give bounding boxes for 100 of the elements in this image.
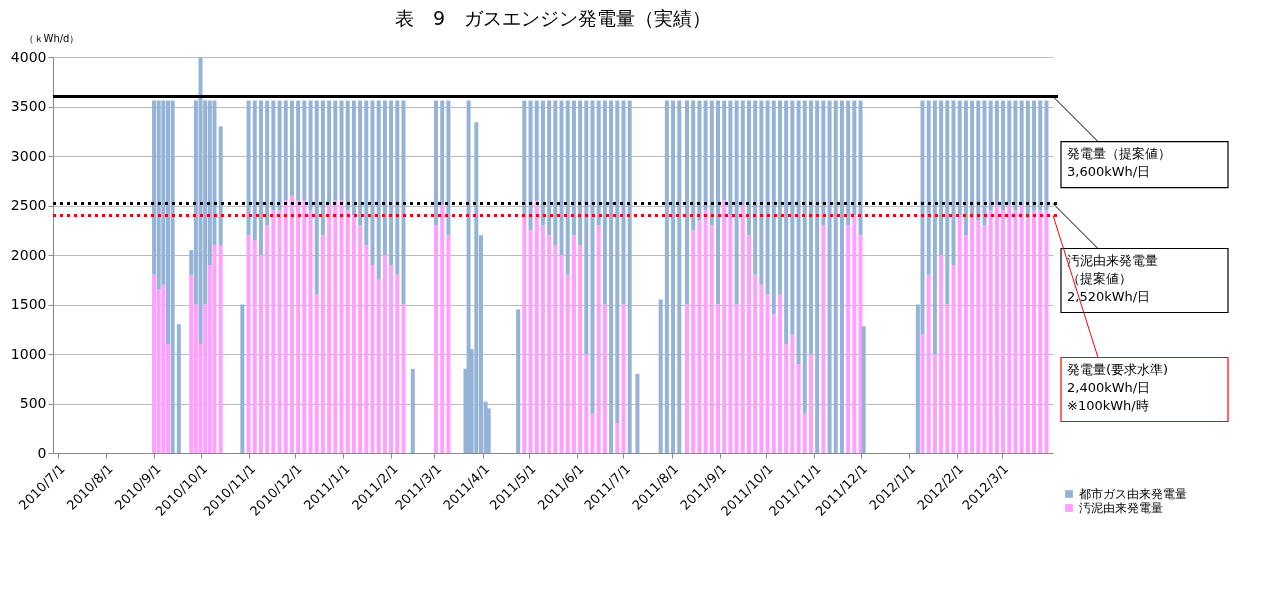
bar xyxy=(771,100,776,315)
bar xyxy=(1038,100,1043,211)
bar xyxy=(815,100,820,453)
bar xyxy=(283,100,288,201)
bar xyxy=(161,284,166,453)
bar xyxy=(784,100,789,345)
bar xyxy=(320,235,325,453)
bar xyxy=(522,100,527,216)
bar xyxy=(1007,100,1012,206)
bar xyxy=(691,230,696,453)
bar xyxy=(722,100,727,201)
bar xyxy=(759,100,764,285)
bar xyxy=(709,100,714,226)
bar xyxy=(590,100,595,414)
y-tick-label: 500 xyxy=(19,395,47,411)
bar xyxy=(389,264,394,453)
bar xyxy=(446,235,451,453)
bar xyxy=(746,100,751,236)
bar xyxy=(246,235,251,453)
bar xyxy=(796,363,801,453)
bar xyxy=(821,100,826,226)
bar xyxy=(547,235,552,453)
bar xyxy=(697,100,702,221)
bar xyxy=(621,304,626,453)
bar xyxy=(265,225,270,453)
bar xyxy=(358,225,363,453)
legend-label: 汚泥由来発電量 xyxy=(1079,501,1163,515)
chart-title: 表 9 ガスエンジン発電量（実績） xyxy=(394,7,712,29)
bar xyxy=(540,100,545,226)
bar xyxy=(658,299,663,453)
bar xyxy=(1044,100,1049,211)
bar xyxy=(189,274,194,453)
bar xyxy=(722,200,727,453)
bar xyxy=(1025,215,1030,453)
bar xyxy=(240,304,245,453)
bar xyxy=(596,100,601,226)
bar xyxy=(358,100,363,226)
bar xyxy=(389,100,394,265)
bar xyxy=(339,200,344,453)
bar xyxy=(289,195,294,453)
bar xyxy=(565,274,570,453)
bar xyxy=(246,100,251,236)
bar xyxy=(370,264,375,453)
bar xyxy=(994,205,999,453)
bar xyxy=(833,100,838,453)
bar xyxy=(970,215,975,453)
bar xyxy=(258,100,263,255)
bar xyxy=(957,100,962,216)
bar xyxy=(565,100,570,275)
bar xyxy=(765,100,770,295)
bar xyxy=(1001,100,1006,211)
bar xyxy=(289,100,294,196)
bar xyxy=(440,100,445,206)
bar xyxy=(677,100,682,453)
bar xyxy=(1025,100,1030,216)
bar xyxy=(970,100,975,216)
legend-label: 都市ガス由来発電量 xyxy=(1079,487,1187,501)
bar xyxy=(852,100,857,216)
bar xyxy=(709,225,714,453)
bar xyxy=(932,354,937,453)
bar xyxy=(976,100,981,221)
bar xyxy=(716,304,720,453)
bar xyxy=(327,100,332,206)
bar xyxy=(571,235,576,453)
bar xyxy=(615,423,620,453)
bar xyxy=(827,100,832,453)
bar xyxy=(808,100,813,354)
bar xyxy=(627,100,632,453)
bar xyxy=(777,294,782,453)
bar xyxy=(333,200,338,453)
y-tick-label: 1500 xyxy=(10,296,47,312)
y-tick-label: 3000 xyxy=(10,147,47,164)
bar xyxy=(861,326,866,453)
bar xyxy=(434,225,439,453)
bar xyxy=(932,100,937,354)
bar xyxy=(982,225,987,453)
bar xyxy=(258,255,263,453)
bar xyxy=(1007,205,1012,453)
bar xyxy=(963,235,968,453)
bar xyxy=(218,245,223,453)
bar xyxy=(939,255,944,453)
bar xyxy=(716,100,720,305)
bar xyxy=(277,210,282,453)
bar xyxy=(382,255,387,453)
bar xyxy=(327,205,332,453)
bar xyxy=(446,100,451,236)
ref-line-label: 発電量(要求水準)2,400kWh/日※100kWh/時 xyxy=(1067,361,1169,413)
bar xyxy=(302,200,307,453)
bar xyxy=(988,100,993,211)
bar xyxy=(320,100,325,236)
bar xyxy=(584,354,589,453)
bar xyxy=(734,304,739,453)
bar xyxy=(945,100,950,305)
bar xyxy=(559,100,564,255)
bar xyxy=(982,100,987,226)
bar xyxy=(994,100,999,206)
bar xyxy=(771,314,776,453)
bar xyxy=(339,100,344,201)
bar xyxy=(951,100,956,265)
bar xyxy=(553,245,558,453)
